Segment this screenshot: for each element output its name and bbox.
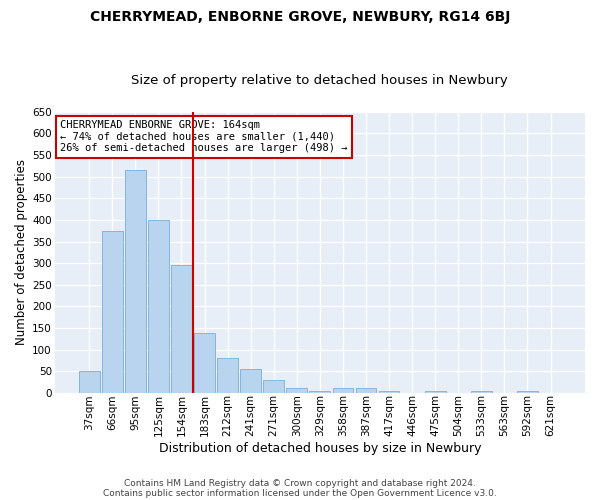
Bar [425, 391, 446, 393]
Bar [286, 388, 307, 393]
Bar [102, 230, 122, 393]
Bar [263, 380, 284, 393]
Y-axis label: Number of detached properties: Number of detached properties [15, 160, 28, 346]
Bar [332, 388, 353, 393]
Text: CHERRYMEAD ENBORNE GROVE: 164sqm
← 74% of detached houses are smaller (1,440)
26: CHERRYMEAD ENBORNE GROVE: 164sqm ← 74% o… [60, 120, 347, 154]
Bar [125, 170, 146, 393]
Bar [217, 358, 238, 393]
Bar [148, 220, 169, 393]
Text: CHERRYMEAD, ENBORNE GROVE, NEWBURY, RG14 6BJ: CHERRYMEAD, ENBORNE GROVE, NEWBURY, RG14… [90, 10, 510, 24]
Bar [356, 388, 376, 393]
Bar [240, 369, 261, 393]
X-axis label: Distribution of detached houses by size in Newbury: Distribution of detached houses by size … [158, 442, 481, 455]
Bar [471, 391, 491, 393]
Text: Contains public sector information licensed under the Open Government Licence v3: Contains public sector information licen… [103, 488, 497, 498]
Bar [379, 391, 400, 393]
Bar [517, 391, 538, 393]
Title: Size of property relative to detached houses in Newbury: Size of property relative to detached ho… [131, 74, 508, 87]
Bar [171, 266, 192, 393]
Text: Contains HM Land Registry data © Crown copyright and database right 2024.: Contains HM Land Registry data © Crown c… [124, 478, 476, 488]
Bar [310, 391, 330, 393]
Bar [194, 333, 215, 393]
Bar [79, 372, 100, 393]
